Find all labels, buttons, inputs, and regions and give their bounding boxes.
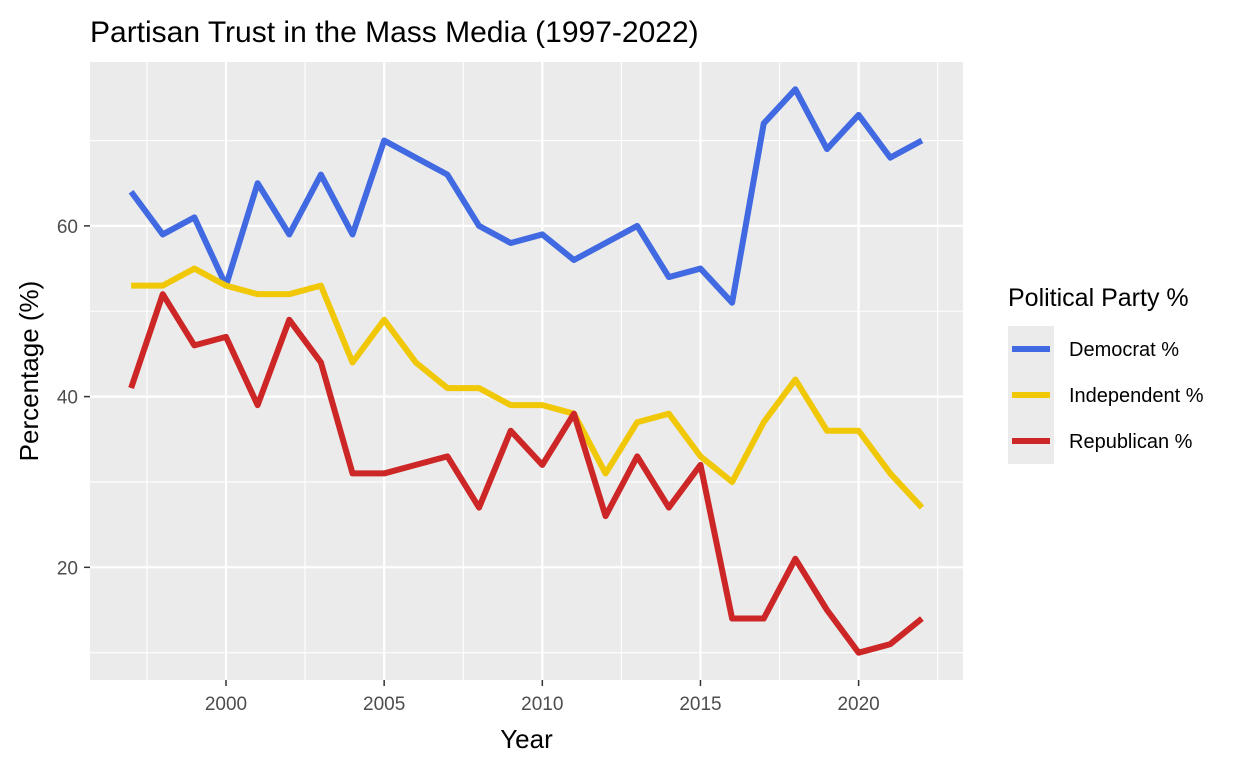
plot-panel	[90, 62, 963, 680]
series-lines	[128, 86, 925, 656]
x-tick-label: 2020	[837, 694, 879, 715]
y-axis: 20 40 60	[57, 217, 90, 579]
legend-label: Republican %	[1069, 431, 1193, 453]
minor-gridlines	[90, 62, 963, 680]
legend-label: Independent %	[1069, 385, 1204, 407]
legend-label: Democrat %	[1069, 339, 1179, 361]
x-tick-label: 2010	[521, 694, 563, 715]
x-axis-title: Year	[500, 724, 553, 754]
y-tick-label: 40	[57, 388, 78, 409]
y-axis-title: Percentage (%)	[14, 281, 44, 462]
series-line-democrat	[128, 86, 924, 306]
x-tick-label: 2000	[205, 694, 247, 715]
legend-title: Political Party %	[1008, 284, 1189, 312]
panel-background	[90, 62, 963, 680]
y-tick-label: 60	[57, 217, 78, 238]
legend-items: Democrat % Independent % Republican %	[1008, 326, 1204, 464]
x-axis: 2000 2005 2010 2015 2020	[205, 680, 880, 715]
series-line-republican	[128, 291, 924, 656]
major-gridlines	[90, 62, 963, 680]
legend: Political Party % Democrat % Independent …	[1008, 284, 1204, 464]
y-tick-label: 20	[57, 558, 78, 579]
series-line-independent	[131, 265, 925, 510]
x-tick-label: 2015	[679, 694, 721, 715]
x-tick-label: 2005	[363, 694, 405, 715]
chart-title: Partisan Trust in the Mass Media (1997-2…	[90, 16, 699, 49]
